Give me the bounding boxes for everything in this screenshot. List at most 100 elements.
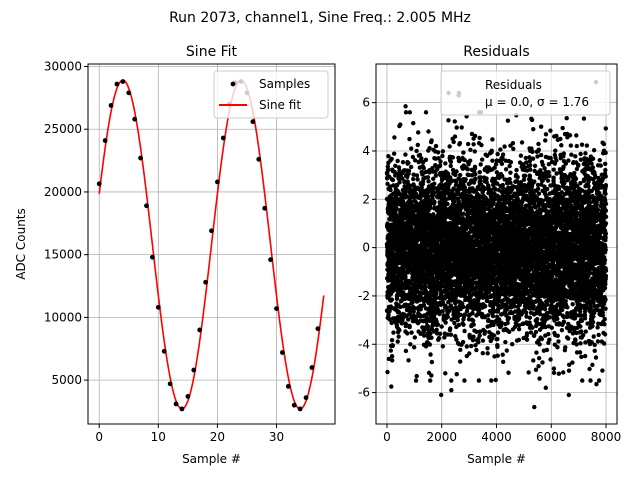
residual-point: [406, 160, 411, 166]
residual-point: [485, 346, 490, 351]
residual-point: [458, 347, 463, 352]
residual-point: [390, 343, 395, 348]
residual-point: [435, 150, 441, 155]
sample-point: [250, 119, 256, 125]
residual-point: [498, 147, 503, 152]
residual-point: [421, 302, 427, 308]
residual-point: [514, 167, 519, 173]
residual-point: [411, 172, 416, 177]
residual-point: [451, 139, 456, 145]
residual-point: [412, 306, 417, 311]
residual-point: [461, 150, 466, 155]
sample-point: [185, 394, 191, 399]
sample-point: [291, 402, 297, 408]
residual-point: [431, 176, 436, 181]
sample-point: [309, 365, 315, 370]
residual-point: [473, 172, 478, 177]
residual-point: [389, 156, 394, 162]
residual-point: [398, 122, 403, 127]
y-tick-label: 20000: [44, 185, 82, 199]
residual-point: [509, 342, 515, 347]
panel-title: Sine Fit: [186, 44, 238, 60]
residual-point: [450, 155, 456, 160]
residual-point: [395, 339, 400, 344]
residual-point: [480, 351, 486, 356]
residual-point: [426, 129, 431, 134]
residual-point: [392, 135, 397, 140]
residual-point: [477, 333, 482, 338]
residual-point: [409, 330, 414, 335]
residual-point: [446, 187, 451, 192]
sample-point: [144, 203, 149, 209]
residual-point: [495, 353, 500, 358]
axes-frame: [87, 63, 336, 425]
residual-point: [435, 242, 440, 247]
residual-point: [408, 342, 413, 347]
residual-point: [445, 314, 450, 320]
residual-point: [419, 185, 424, 190]
residual-point: [485, 313, 491, 318]
residual-point: [482, 329, 488, 334]
sample-point: [108, 102, 114, 108]
sample-point: [209, 228, 214, 234]
residual-point: [413, 200, 419, 205]
residual-point: [413, 378, 419, 383]
residual-point: [407, 183, 413, 188]
x-tick-label: 0: [95, 430, 103, 444]
residual-point: [414, 173, 420, 178]
residual-point: [403, 274, 408, 279]
residual-point: [491, 200, 496, 205]
residual-point: [411, 309, 416, 314]
sample-point: [167, 381, 173, 387]
sample-point: [274, 306, 279, 311]
residual-point: [398, 304, 403, 310]
residual-point: [470, 311, 475, 316]
residual-point: [423, 169, 429, 175]
residual-point: [452, 320, 457, 326]
residual-point: [493, 162, 499, 167]
residual-point: [395, 158, 400, 164]
residual-point: [516, 316, 522, 321]
residual-point: [491, 333, 497, 338]
residual-point: [406, 168, 412, 174]
residual-point: [397, 180, 402, 185]
residual-point: [461, 304, 466, 310]
residual-point: [390, 177, 396, 183]
residual-point: [427, 206, 433, 211]
figure-title: Run 2073, channel1, Sine Freq.: 2.005 MH…: [169, 10, 471, 26]
residual-point: [472, 166, 478, 171]
residual-point: [407, 110, 413, 115]
residual-point: [430, 165, 435, 171]
residual-point: [490, 313, 496, 319]
residual-point: [427, 145, 432, 151]
sample-point: [268, 257, 273, 263]
plot-area: [96, 79, 325, 412]
residual-point: [423, 110, 429, 115]
residual-point: [394, 206, 399, 212]
residual-point: [414, 373, 419, 379]
residual-point: [429, 138, 434, 143]
residual-point: [500, 359, 506, 364]
residual-point: [430, 196, 435, 201]
residual-point: [412, 335, 418, 340]
residual-point: [388, 187, 393, 193]
residual-point: [433, 173, 439, 178]
residual-point: [407, 136, 412, 142]
residual-point: [479, 157, 485, 162]
residual-point: [452, 134, 458, 139]
residual-point: [433, 295, 439, 301]
residual-point: [416, 130, 421, 135]
residual-point: [477, 135, 482, 141]
residual-point: [428, 378, 433, 383]
residual-point: [474, 347, 479, 353]
residual-point: [400, 159, 406, 165]
residual-point: [421, 333, 427, 338]
sample-point: [303, 395, 309, 401]
residual-point: [468, 147, 473, 152]
residual-point: [432, 181, 437, 186]
residual-point: [459, 125, 464, 130]
plot-area: [384, 79, 609, 410]
residual-point: [415, 285, 420, 291]
residual-point: [429, 373, 434, 378]
